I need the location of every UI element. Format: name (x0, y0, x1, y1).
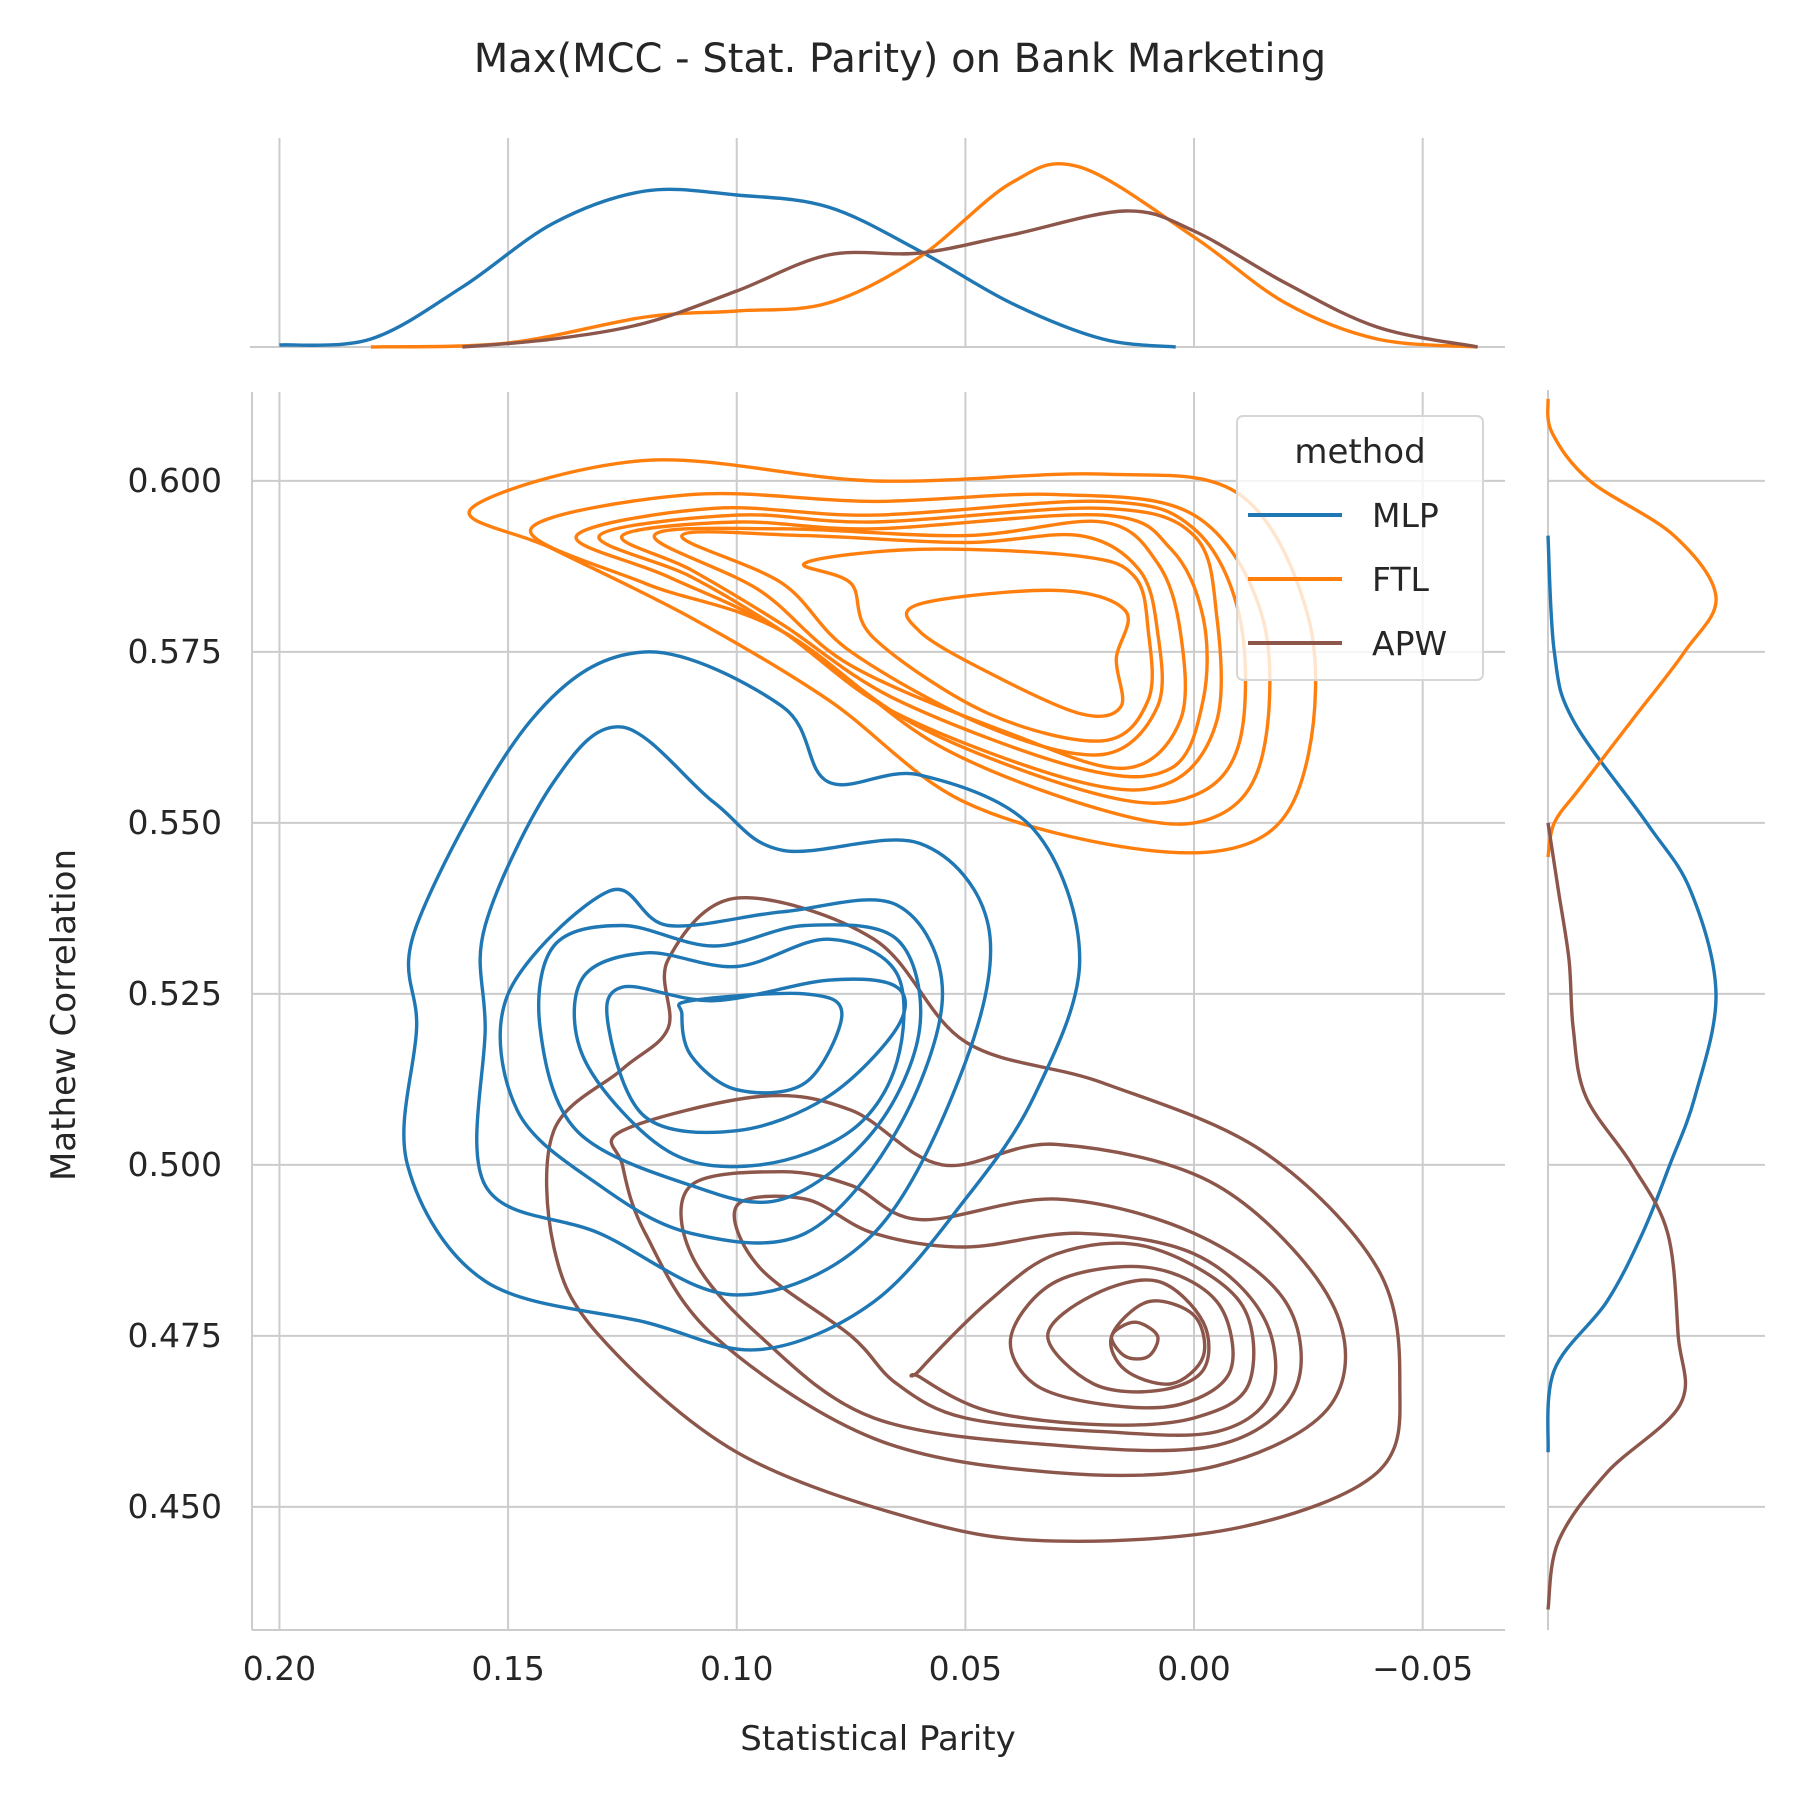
contour-line-mlp (677, 991, 844, 1095)
x-axis-label: Statistical Parity (740, 1719, 1016, 1759)
contour-line-apw (1109, 1320, 1160, 1361)
y-tick-label: 0.575 (128, 632, 222, 671)
contour-line-ftl (801, 547, 1154, 743)
right-marginal-curve-ftl (1546, 398, 1718, 858)
contour-line-mlp (537, 923, 923, 1205)
contour-line-mlp (475, 725, 993, 1297)
contour-line-apw (609, 1093, 1348, 1478)
right-marginal-panel (1546, 390, 1765, 1630)
y-tick-label: 0.525 (128, 974, 222, 1013)
x-tick-label: 0.00 (1157, 1649, 1230, 1688)
x-tick-label: 0.05 (929, 1649, 1002, 1688)
x-tick-label: 0.15 (471, 1649, 544, 1688)
top-marginal-curve-apw (462, 209, 1478, 349)
y-tick-label: 0.500 (128, 1145, 222, 1184)
legend: method MLP FTL APW (1236, 415, 1484, 681)
x-tick-label: 0.20 (243, 1649, 316, 1688)
contour-group-ftl (467, 458, 1318, 855)
legend-label-apw: APW (1372, 624, 1447, 663)
contour-line-apw (1109, 1299, 1207, 1386)
contour-line-apw (909, 1241, 1256, 1427)
x-tick-label: −0.05 (1372, 1649, 1473, 1688)
y-tick-label: 0.600 (128, 461, 222, 500)
legend-label-ftl: FTL (1372, 560, 1430, 599)
contour-line-apw (679, 1170, 1303, 1453)
contour-line-mlp (605, 977, 908, 1135)
y-tick-label: 0.475 (128, 1316, 222, 1355)
legend-label-mlp: MLP (1372, 496, 1439, 535)
contour-group-apw (544, 896, 1402, 1543)
contour-line-ftl (620, 512, 1209, 779)
contour-line-ftl (904, 588, 1130, 718)
contour-line-ftl (680, 530, 1164, 757)
legend-title: method (1294, 432, 1425, 472)
x-tick-label: 0.10 (700, 1649, 773, 1688)
right-marginal-curve-apw (1546, 822, 1688, 1610)
contour-line-apw (1046, 1278, 1211, 1394)
contour-line-ftl (597, 506, 1223, 792)
contour-line-apw (732, 1194, 1278, 1437)
contour-line-apw (1008, 1264, 1235, 1410)
contour-line-mlp (572, 937, 906, 1169)
y-tick-label: 0.550 (128, 803, 222, 842)
legend-frame (1236, 415, 1484, 681)
top-marginal-panel (250, 138, 1505, 349)
contour-group-mlp (402, 650, 1082, 1352)
top-marginal-curve-ftl (370, 161, 1478, 349)
y-axis-label: Mathew Correlation (44, 849, 84, 1181)
contour-line-apw (544, 896, 1402, 1543)
right-marginal-curve-mlp (1546, 535, 1718, 1453)
contour-line-mlp (402, 650, 1082, 1352)
y-tick-label: 0.450 (128, 1487, 222, 1526)
contour-line-ftl (467, 458, 1318, 855)
main-plot-panel: 0.20 0.15 0.10 0.05 0.00 −0.05 0.450 0.475 0.50… (128, 392, 1505, 1688)
top-marginal-curve-mlp (279, 187, 1176, 349)
contour-line-ftl (652, 519, 1188, 771)
contour-line-mlp (498, 887, 945, 1245)
chart-title: Max(MCC - Stat. Parity) on Bank Marketin… (474, 36, 1326, 82)
